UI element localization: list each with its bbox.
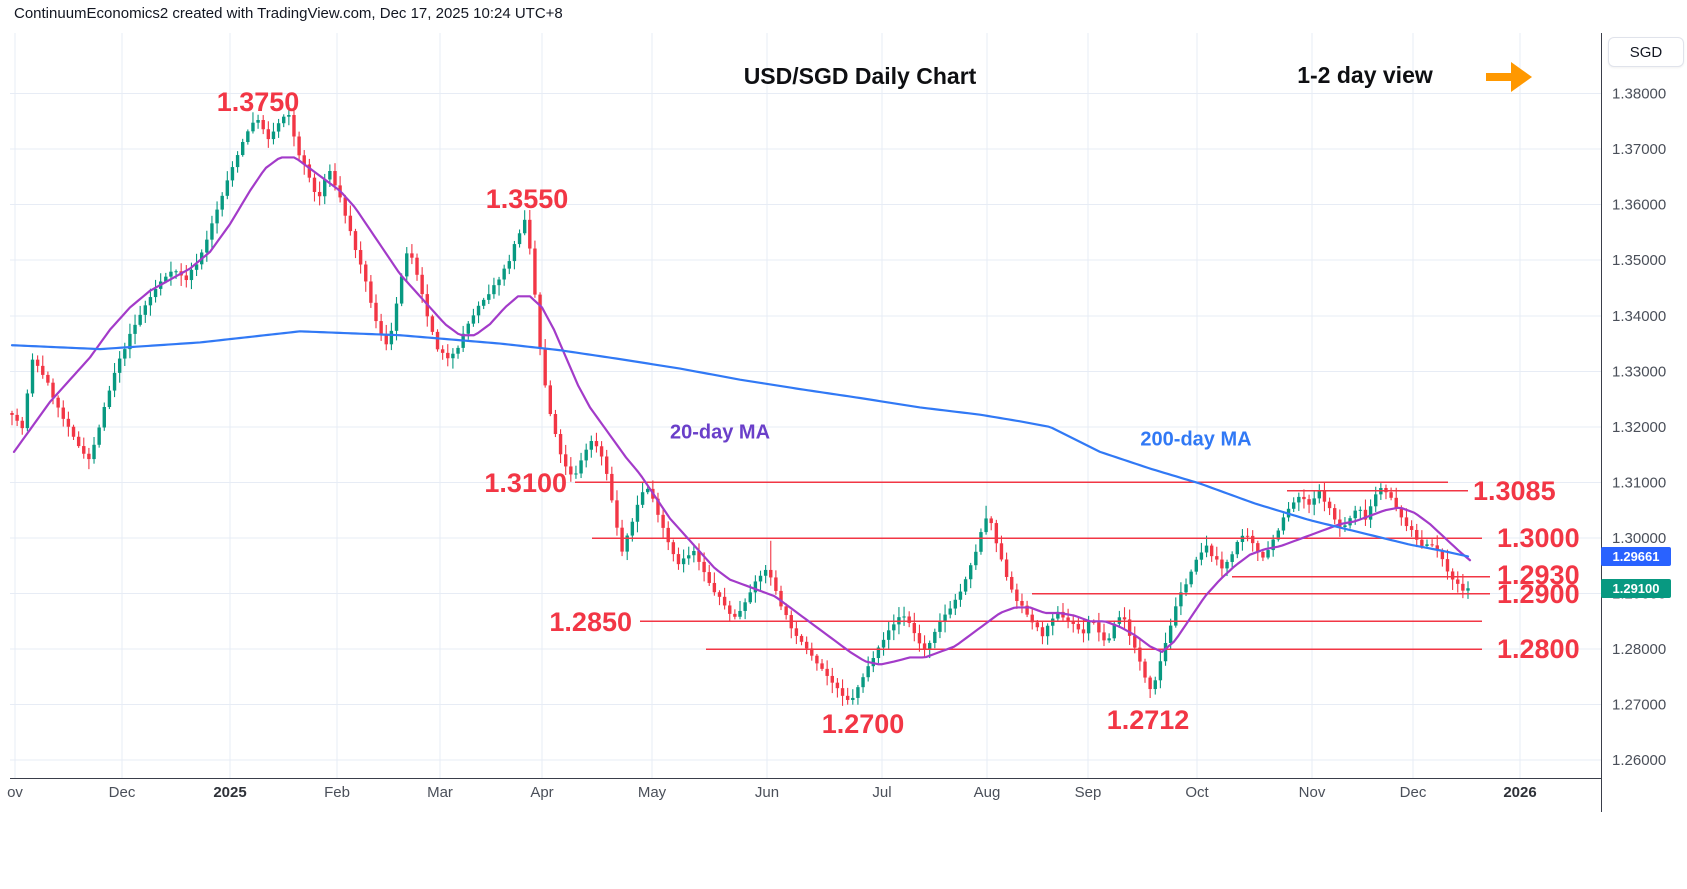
- ma200-line: [10, 330, 1470, 558]
- time-tick-label: May: [638, 784, 667, 801]
- time-tick-label: Oct: [1185, 784, 1209, 801]
- time-tick-label: Aug: [974, 784, 1001, 801]
- time-tick-label: Apr: [530, 784, 553, 801]
- price-tick-label: 1.32000: [1612, 419, 1666, 436]
- price-tick-label: 1.28000: [1612, 641, 1666, 658]
- footer-bar: TradingView: [0, 820, 1687, 889]
- price-tag-ma200: 1.29661: [1601, 547, 1671, 567]
- ma20-label: 20-day MA: [669, 421, 771, 444]
- level-label: 1.2800: [1497, 634, 1580, 664]
- price-tick-label: 1.36000: [1612, 197, 1666, 214]
- ma200-label: 200-day MA: [1140, 428, 1252, 451]
- candlestick-series: [10, 104, 1470, 706]
- price-annotation: 1.3550: [486, 184, 569, 214]
- time-tick-label: ov: [7, 784, 23, 801]
- level-label: 1.2930: [1497, 560, 1580, 590]
- price-annotation: 1.2700: [822, 709, 905, 739]
- time-tick-label: Jul: [872, 784, 891, 801]
- view-horizon-label: 1-2 day view: [1297, 62, 1433, 88]
- time-tick-label: Nov: [1299, 784, 1326, 801]
- time-axis-labels[interactable]: ov Dec 2025 Feb Mar Apr May Jun Jul Aug Sep Oct Nov D…: [7, 784, 1537, 801]
- ma20-line: [12, 156, 1472, 666]
- price-tick-label: 1.26000: [1612, 752, 1666, 769]
- level-label: 1.3000: [1497, 523, 1580, 553]
- price-tick-label: 1.34000: [1612, 308, 1666, 325]
- price-annotation: 1.3750: [217, 87, 300, 117]
- price-tick-label: 1.33000: [1612, 363, 1666, 380]
- time-tick-label: Jun: [755, 784, 779, 801]
- time-tick-label: Sep: [1075, 784, 1102, 801]
- price-tick-label: 1.37000: [1612, 141, 1666, 158]
- right-arrow-icon: [1484, 60, 1534, 94]
- price-tick-label: 1.35000: [1612, 252, 1666, 269]
- gridlines: [10, 33, 1601, 778]
- level-label: 1.3100: [484, 468, 567, 498]
- price-tick-label: 1.38000: [1612, 86, 1666, 103]
- price-annotation: 1.2712: [1107, 705, 1190, 735]
- level-label: 1.2850: [549, 607, 632, 637]
- time-tick-label: Dec: [109, 784, 136, 801]
- time-tick-label: Mar: [427, 784, 453, 801]
- level-label: 1.3085: [1473, 476, 1556, 506]
- time-tick-label: 2025: [213, 784, 246, 801]
- time-tick-label: 2026: [1503, 784, 1536, 801]
- credit-bar: ContinuumEconomics2 created with Trading…: [0, 0, 1687, 30]
- support-resistance-lines: [575, 481, 1490, 650]
- price-tag-last: 1.29100: [1601, 578, 1671, 598]
- time-tick-label: Feb: [324, 784, 350, 801]
- price-tick-label: 1.30000: [1612, 530, 1666, 547]
- price-tick-label: 1.27000: [1612, 697, 1666, 714]
- time-tick-label: Dec: [1400, 784, 1427, 801]
- price-axis-labels[interactable]: 1.38000 1.37000 1.36000 1.35000 1.34000 1.330…: [1612, 86, 1666, 770]
- price-tick-label: 1.31000: [1612, 474, 1666, 491]
- level-label: 1.2900: [1497, 579, 1580, 609]
- chart-credit-text: ContinuumEconomics2 created with Trading…: [14, 5, 563, 22]
- currency-badge[interactable]: SGD: [1608, 37, 1684, 67]
- axis-borders: [10, 33, 1603, 812]
- chart-title: USD/SGD Daily Chart: [743, 63, 977, 89]
